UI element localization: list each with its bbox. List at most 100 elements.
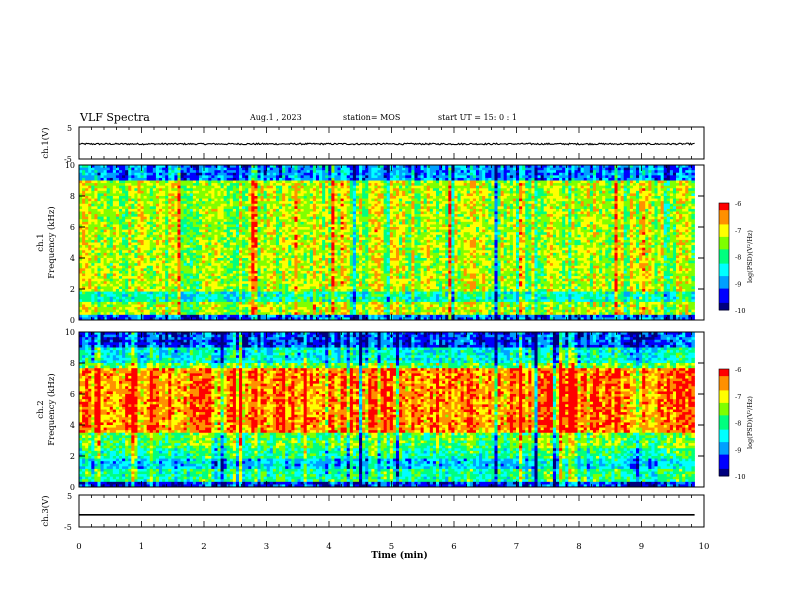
ch1-spectrogram-cell — [190, 199, 193, 202]
ch1-spectrogram-cell — [227, 183, 230, 186]
ch1-spectrogram-cell — [254, 183, 257, 186]
ch1-spectrogram-cell — [168, 284, 171, 287]
ch1-spectrogram-cell — [110, 305, 113, 308]
ch1-spectrogram-cell — [202, 191, 205, 194]
ch1-spectrogram-cell — [254, 271, 257, 274]
ch1-spectrogram-cell — [239, 188, 242, 191]
ch1-spectrogram-cell — [141, 206, 144, 209]
ch1-spectrogram-cell — [156, 299, 159, 302]
ch1-spectrogram-cell — [196, 183, 199, 186]
ch1-spectrogram-cell — [267, 193, 270, 196]
ch1-spectrogram-cell — [316, 307, 319, 310]
ch1-spectrogram-cell — [313, 255, 316, 258]
ch1-spectrogram-cell — [88, 219, 91, 222]
ch1-spectrogram-cell — [214, 253, 217, 256]
ch1-spectrogram-cell — [119, 178, 122, 181]
ch1-spectrogram-cell — [251, 294, 254, 297]
ch1-spectrogram-cell — [227, 224, 230, 227]
ch1-spectrogram-cell — [156, 315, 159, 318]
ch1-spectrogram-cell — [104, 286, 107, 289]
ch1-spectrogram-cell — [261, 188, 264, 191]
ch1-spectrogram-cell — [184, 299, 187, 302]
ch1-spectrogram-cell — [224, 307, 227, 310]
ch1-spectrogram-cell — [242, 250, 245, 253]
ch1-spectrogram-cell — [184, 315, 187, 318]
ch1-spectrogram-cell — [261, 253, 264, 256]
ch1-spectrogram-cell — [116, 261, 119, 264]
ch1-spectrogram-cell — [162, 274, 165, 277]
ch1-spectrogram-cell — [141, 230, 144, 233]
ch1-spectrogram-cell — [214, 305, 217, 308]
ch1-spectrogram-cell — [162, 248, 165, 251]
ch1-spectrogram-cell — [301, 284, 304, 287]
ch1-spectrogram-cell — [131, 193, 134, 196]
ch1-spectrogram-cell — [131, 305, 134, 308]
ch1-spectrogram-cell — [137, 245, 140, 248]
ch1-spectrogram-cell — [307, 281, 310, 284]
ch1-spectrogram-cell — [248, 173, 251, 176]
ch1-spectrogram-cell — [131, 206, 134, 209]
ch1-spectrogram-cell — [270, 279, 273, 282]
ch1-spectrogram-cell — [307, 292, 310, 295]
ch1-spectrogram-cell — [264, 209, 267, 212]
ch1-spectrogram-cell — [147, 175, 150, 178]
ch1-spectrogram-cell — [258, 292, 261, 295]
ch1-spectrogram-cell — [137, 276, 140, 279]
ch1-spectrogram-cell — [264, 217, 267, 220]
ch1-spectrogram-cell — [82, 199, 85, 202]
ch1-spectrogram-cell — [294, 222, 297, 225]
ch1-spectrogram-cell — [267, 235, 270, 238]
ch1-spectrogram-cell — [159, 253, 162, 256]
ch1-spectrogram-cell — [110, 240, 113, 243]
ch1-spectrogram-cell — [236, 178, 239, 181]
ch1-spectrogram-cell — [101, 266, 104, 269]
ch1-spectrogram-cell — [310, 297, 313, 300]
ch1-spectrogram-cell — [134, 206, 137, 209]
ch1-spectrogram-cell — [254, 230, 257, 233]
ch1-spectrogram-cell — [221, 222, 224, 225]
ch1-spectrogram-cell — [217, 193, 220, 196]
ch1-spectrogram-cell — [85, 237, 88, 240]
ch1-spectrogram-cell — [313, 299, 316, 302]
ch1-spectrogram-cell — [279, 222, 282, 225]
ch1-spectrogram-cell — [291, 178, 294, 181]
ch1-spectrogram-cell — [230, 305, 233, 308]
ch1-spectrogram-cell — [236, 307, 239, 310]
ch1-spectrogram-cell — [168, 294, 171, 297]
ch1-spectrogram-cell — [202, 263, 205, 266]
ch1-spectrogram-cell — [137, 266, 140, 269]
ch1-spectrogram-cell — [107, 312, 110, 315]
ch1-spectrogram-cell — [254, 170, 257, 173]
ch1-spectrogram-cell — [190, 284, 193, 287]
ch1-spectrogram-cell — [196, 245, 199, 248]
ch1-spectrogram-cell — [137, 255, 140, 258]
ch1-spectrogram-cell — [171, 181, 174, 184]
ch1-spectrogram-cell — [254, 243, 257, 246]
ch1-spectrogram-cell — [82, 294, 85, 297]
ch1-spectrogram-cell — [307, 274, 310, 277]
ch1-spectrogram-cell — [316, 173, 319, 176]
ch1-spectrogram-cell — [82, 175, 85, 178]
ch1-spectrogram-cell — [273, 191, 276, 194]
ch1-spectrogram-cell — [134, 235, 137, 238]
ch1-spectrogram-cell — [217, 305, 220, 308]
ch1-spectrogram-cell — [113, 302, 116, 305]
ch1-spectrogram-cell — [325, 299, 328, 302]
ch1-spectrogram-cell — [258, 243, 261, 246]
ch1-spectrogram-cell — [199, 281, 202, 284]
ch1-spectrogram-cell — [217, 307, 220, 310]
ch1-spectrogram-cell — [97, 224, 100, 227]
ch1-spectrogram-cell — [261, 209, 264, 212]
ch1-spectrogram-cell — [94, 289, 97, 292]
ch1-spectrogram-cell — [116, 279, 119, 282]
ch1-spectrogram-cell — [214, 224, 217, 227]
ch1-spectrogram-cell — [150, 255, 153, 258]
ch1-spectrogram-cell — [214, 261, 217, 264]
ch1-spectrogram-cell — [131, 299, 134, 302]
ch1-spectrogram-cell — [217, 206, 220, 209]
ch1-spectrogram-cell — [301, 263, 304, 266]
ch1-spectrogram-cell — [110, 292, 113, 295]
ch1-spectrogram-cell — [279, 168, 282, 171]
ch1-spectrogram-cell — [245, 250, 248, 253]
ch1-spectrogram-cell — [131, 232, 134, 235]
